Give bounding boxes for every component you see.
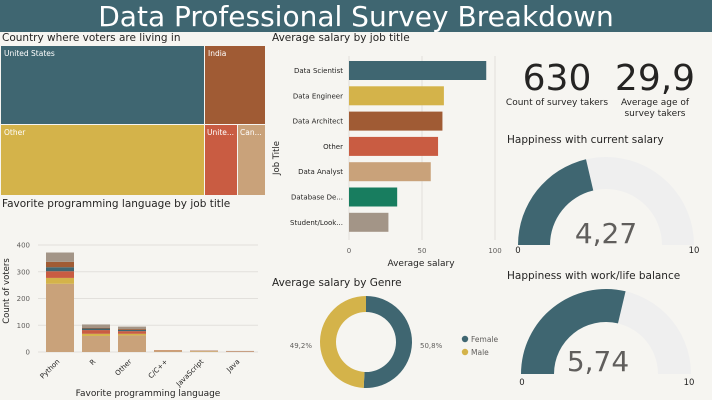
prog-lang-title: Favorite programming language by job tit… <box>2 198 231 210</box>
salary-by-genre-title: Average salary by Genre <box>272 277 402 289</box>
x-tick-label: Java <box>225 358 242 375</box>
salary-by-job-title: Average salary by job title <box>272 32 410 44</box>
y-tick-label: Data Analyst <box>298 168 343 176</box>
x-tick-label: 50 <box>418 247 427 255</box>
x-tick-label: 100 <box>488 247 501 255</box>
lang-bar-segment <box>118 333 146 336</box>
gauge-min: 0 <box>519 378 524 388</box>
treemap-label: Other <box>4 128 26 137</box>
lang-bar-segment <box>154 350 182 352</box>
y-tick-label: Data Engineer <box>293 92 343 100</box>
prog-lang-chart: Count of voters Favorite programming lan… <box>2 242 258 399</box>
x-tick-label: Other <box>114 358 134 378</box>
x-tick-label: C/C++ <box>147 358 170 381</box>
salary-bar <box>349 212 389 232</box>
lang-bar-segment <box>46 252 74 262</box>
lang-bar-segment <box>118 331 146 334</box>
lang-bar-segment <box>118 326 146 329</box>
y-tick-label: 200 <box>17 295 30 303</box>
treemap-cell-united-kingdom[interactable]: Unite... <box>205 125 237 195</box>
y-tick-label: Data Scientist <box>294 67 343 75</box>
count-kpi-value: 630 <box>522 58 592 99</box>
salary-bar <box>349 86 444 106</box>
count-kpi-label: Count of survey takers <box>505 98 609 108</box>
lang-bar-segment <box>46 277 74 284</box>
treemap-cell-canada[interactable]: Can... <box>238 125 265 195</box>
treemap-label: Unite... <box>207 128 235 137</box>
y-tick-label: 100 <box>17 322 30 330</box>
lang-bar-segment <box>46 283 74 352</box>
gauge-value: 5,74 <box>567 345 629 378</box>
treemap-cell-other[interactable]: Other <box>1 125 204 195</box>
lang-bar-segment <box>46 271 74 278</box>
x-tick-label: Python <box>39 358 62 381</box>
salary-bar <box>349 111 443 131</box>
lang-bar-segment <box>82 324 110 328</box>
salary-bar <box>349 61 487 80</box>
legend-label: Female <box>471 335 499 344</box>
lang-bar-segment <box>118 335 146 352</box>
gauge-min: 0 <box>515 246 520 256</box>
gauge-balance: 5,74 0 10 <box>519 289 695 388</box>
lang-bar-segment <box>82 333 110 336</box>
y-tick-label: Data Architect <box>293 118 344 126</box>
salary-bar <box>349 136 439 156</box>
legend-marker <box>461 348 469 356</box>
lang-bar-segment <box>46 267 74 272</box>
donut-slice <box>319 296 366 388</box>
page-title: Data Professional Survey Breakdown <box>0 0 712 33</box>
y-tick-label: Other <box>323 143 343 151</box>
treemap-label: Can... <box>240 128 262 137</box>
lang-bar-segment <box>118 329 146 330</box>
salary-by-job-chart: Job Title Average salary 0 50 100 Data Scie… <box>272 56 502 269</box>
age-kpi-label: Average age of survey takers <box>600 98 710 120</box>
lang-bar-segment <box>226 351 254 352</box>
donut-slice <box>363 296 412 388</box>
legend-marker <box>461 335 469 343</box>
x-tick-label: 0 <box>347 247 351 255</box>
y-tick-label: Database De... <box>291 194 343 202</box>
lang-bar-segment <box>82 335 110 352</box>
age-kpi-label-line-2: survey takers <box>624 109 686 119</box>
lang-bar-segment <box>82 328 110 331</box>
age-kpi-label-line-1: Average age of <box>620 98 690 108</box>
gauge-max: 10 <box>684 378 695 388</box>
gauge-max: 10 <box>689 246 700 256</box>
x-axis-label: Average salary <box>387 259 455 269</box>
treemap-cell-united-states[interactable]: United States <box>1 46 204 124</box>
treemap-label: United States <box>4 49 55 58</box>
lang-bar-segment <box>46 261 74 268</box>
legend-label: Male <box>471 348 489 357</box>
treemap-label: India <box>208 49 227 58</box>
lang-bar-segment <box>82 327 110 329</box>
country-treemap: United States India Other Unite... Can..… <box>1 46 265 195</box>
x-tick-label: JavaScript <box>174 358 205 389</box>
y-tick-label: 300 <box>17 268 30 276</box>
treemap-title: Country where voters are living in <box>2 32 181 44</box>
salary-bar <box>349 162 431 182</box>
y-tick-label: 0 <box>26 349 30 357</box>
gauge-salary: 4,27 0 10 <box>515 157 700 256</box>
y-tick-label: 400 <box>17 242 30 250</box>
y-tick-label: Student/Look... <box>290 219 343 227</box>
age-kpi-value: 29,9 <box>614 58 696 99</box>
treemap-cell-india[interactable]: India <box>205 46 265 124</box>
gauge-fill <box>521 289 626 374</box>
salary-by-genre-donut: 50,8% 49,2% Female Male <box>290 296 499 388</box>
donut-data-label: 50,8% <box>420 342 443 350</box>
gauge-salary-title: Happiness with current salary <box>507 134 664 146</box>
x-tick-label: R <box>88 358 97 367</box>
y-axis-label: Job Title <box>272 141 282 176</box>
donut-data-label: 49,2% <box>290 342 313 350</box>
lang-bar-segment <box>82 330 110 334</box>
lang-bar-segment <box>190 351 218 352</box>
gauge-balance-title: Happiness with work/life balance <box>507 270 681 282</box>
y-axis-label: Count of voters <box>2 258 12 324</box>
x-axis-label: Favorite programming language <box>76 389 221 399</box>
gauge-fill <box>518 159 594 245</box>
lang-bar-segment <box>118 329 146 332</box>
gauge-value: 4,27 <box>575 217 637 250</box>
salary-bar <box>349 187 398 207</box>
